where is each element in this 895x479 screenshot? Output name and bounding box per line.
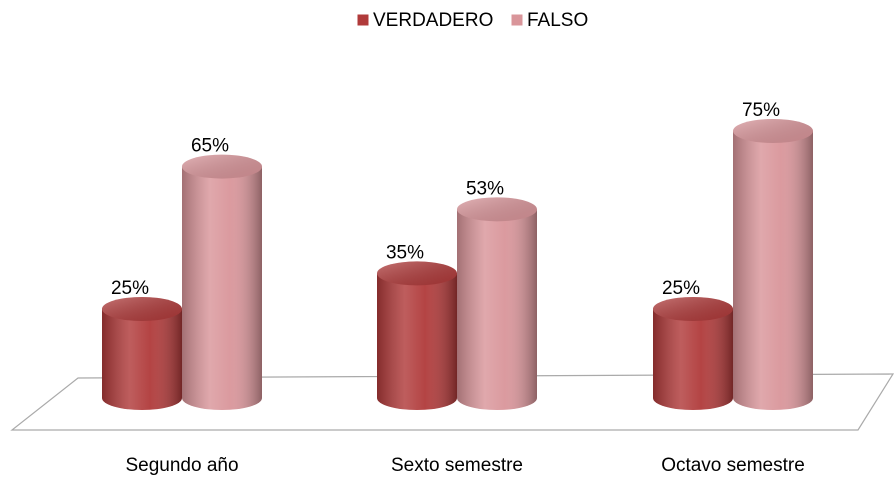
legend-label: FALSO <box>527 10 588 31</box>
cylinder-top-shade <box>182 154 262 179</box>
legend-swatch <box>356 13 370 27</box>
cylinder-shade <box>377 273 457 410</box>
x-tick-label: Octavo semestre <box>661 455 805 476</box>
data-label: 75% <box>742 100 780 121</box>
data-label: 53% <box>466 178 504 199</box>
data-label: 25% <box>111 278 149 299</box>
cylinder-top-shade <box>102 297 182 321</box>
legend-swatch <box>510 13 524 27</box>
cylinder-shade <box>733 131 813 410</box>
x-tick-label: Sexto semestre <box>391 455 523 476</box>
cylinder-shade <box>182 166 262 410</box>
cylinder-top-shade <box>733 119 813 143</box>
cylinder-top-shade <box>457 197 537 222</box>
data-label: 25% <box>662 278 700 299</box>
cylinder-shade <box>653 309 733 410</box>
data-label: 65% <box>191 136 229 157</box>
cylinder-shade <box>102 309 182 410</box>
cylinder-top-shade <box>377 261 457 286</box>
cylinder-shade <box>457 209 537 410</box>
data-label: 35% <box>386 242 424 263</box>
cylinder-top-shade <box>653 297 733 321</box>
x-tick-label: Segundo año <box>125 455 238 476</box>
legend-label: VERDADERO <box>373 10 493 31</box>
